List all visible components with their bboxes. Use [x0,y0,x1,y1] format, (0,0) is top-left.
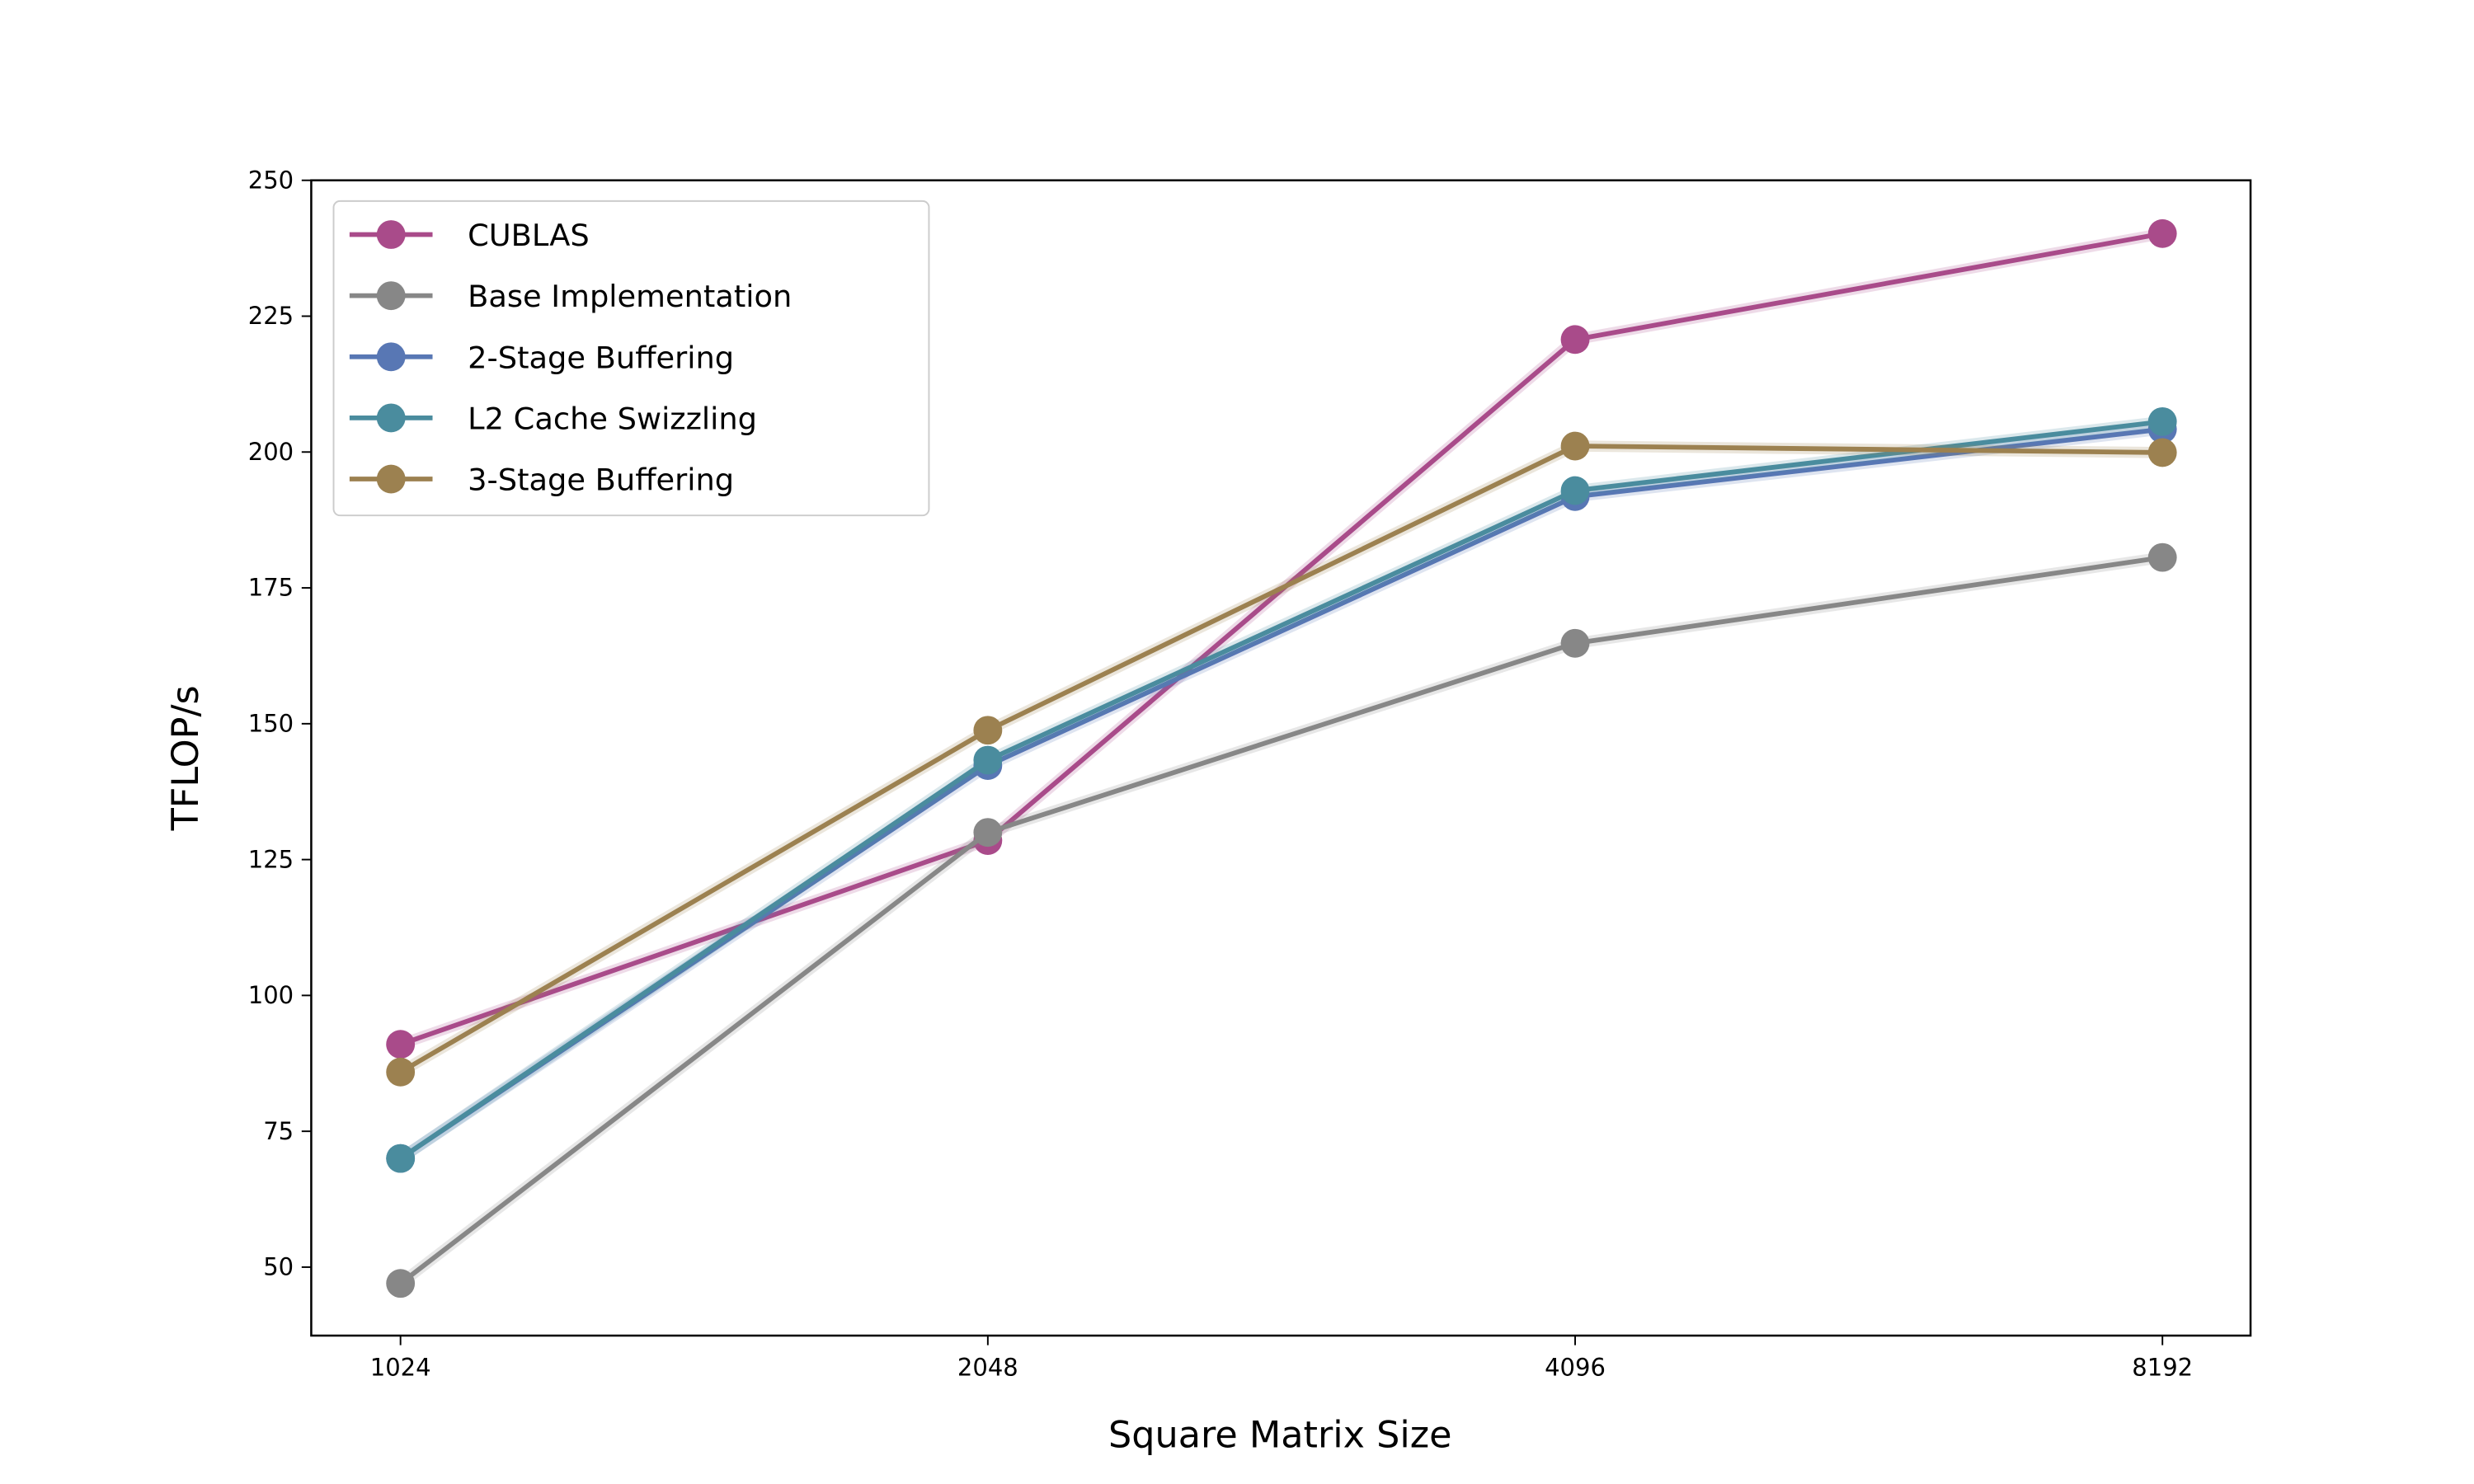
data-point [1560,431,1590,461]
data-point [973,745,1003,775]
series-line [399,444,2163,1074]
data-point [2147,406,2177,436]
x-tick-label: 8192 [2132,1353,2193,1381]
data-point [1560,476,1590,505]
series-line [399,419,2163,1161]
series-layer [386,218,2177,1298]
legend-marker [376,220,406,249]
legend: CUBLAS Base Implementation 2-Stage Bufferi… [332,200,930,517]
x-tick-label: 4096 [1545,1353,1606,1381]
y-axis: 50 75 100 125 150 175 200 225 250 [248,166,312,1281]
legend-marker [376,342,406,372]
series-l2-cache-swizzling [386,406,2177,1173]
series-line [398,555,2163,1286]
y-tick-label: 225 [248,302,294,330]
y-tick-label: 100 [248,981,294,1009]
series-line [399,426,2163,1161]
legend-marker [376,464,406,494]
legend-label: CUBLAS [468,218,590,253]
legend-label: 3-Stage Buffering [468,463,734,498]
plot-frame [310,179,2252,1337]
y-tick-label: 200 [248,438,294,466]
y-axis-label: TFLOP/s [165,685,207,831]
series-band [397,416,2163,1163]
series-band [397,423,2163,1163]
data-point [1560,325,1590,355]
legend-label: 2-Stage Buffering [468,340,734,375]
data-point [2147,542,2177,572]
data-point [2147,218,2177,248]
data-point [973,716,1003,745]
data-point [973,818,1003,848]
x-axis: 1024 2048 4096 8192 [370,1336,2193,1381]
y-tick-label: 150 [248,710,294,738]
legend-label: L2 Cache Swizzling [468,401,757,436]
data-point [386,1057,416,1087]
x-tick-label: 2048 [957,1353,1018,1381]
x-tick-label: 1024 [370,1353,431,1381]
series-3-stage-buffering [386,431,2177,1087]
data-point [386,1269,416,1298]
x-axis-label: Square Matrix Size [1108,1414,1451,1456]
series-2-stage-buffering [386,415,2177,1173]
data-point [2147,438,2177,467]
y-tick-label: 75 [263,1117,294,1145]
series-base-implementation [386,542,2177,1298]
legend-frame [332,200,930,517]
data-point [386,1144,416,1173]
y-tick-label: 125 [248,845,294,873]
legend-marker [376,281,406,311]
y-tick-label: 175 [248,574,294,602]
data-point [1560,628,1590,658]
legend-label: Base Implementation [468,279,792,314]
y-tick-label: 250 [248,166,294,194]
legend-marker [376,403,406,433]
data-point [386,1030,416,1059]
y-tick-label: 50 [263,1253,294,1281]
